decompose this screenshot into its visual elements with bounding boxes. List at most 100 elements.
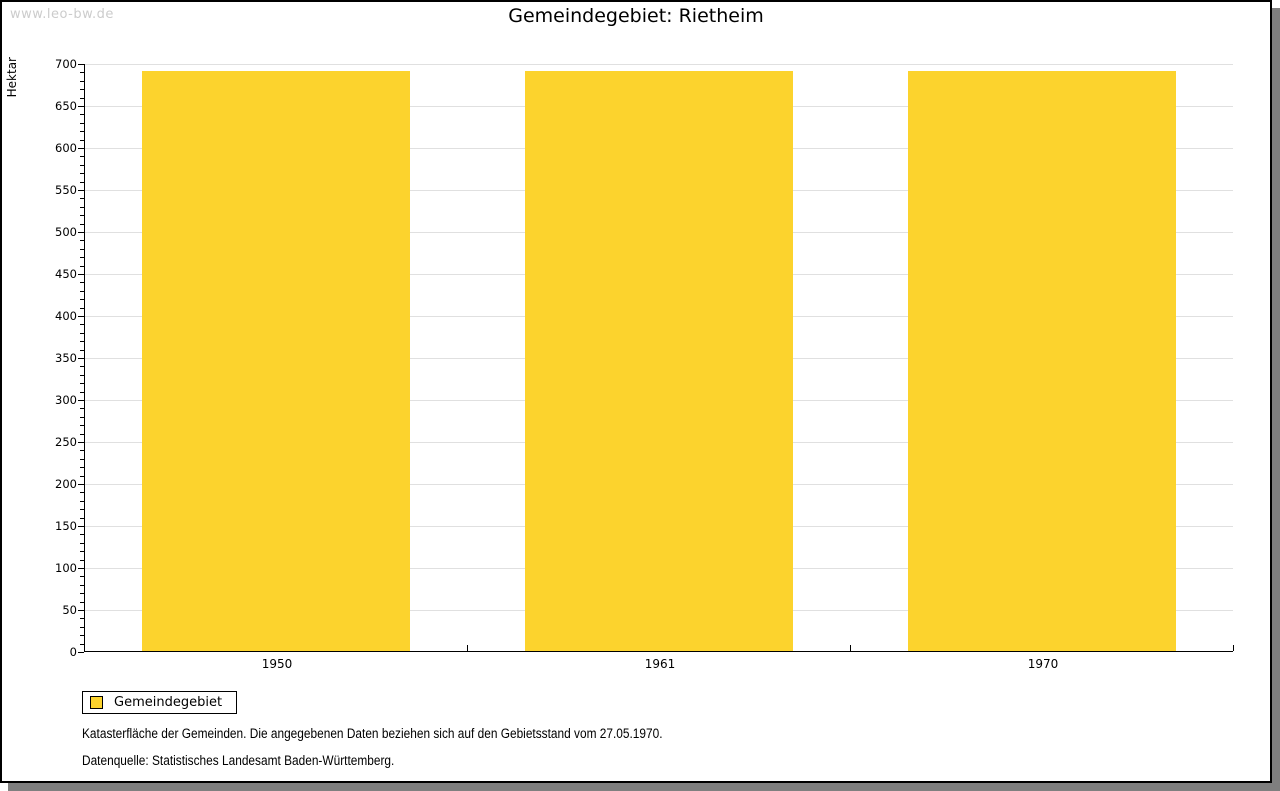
legend-label: Gemeindegebiet — [114, 695, 223, 710]
y-tick-label-0: 0 — [69, 645, 77, 659]
y-tick-label-550: 550 — [55, 183, 77, 197]
y-major-tick-0 — [78, 652, 84, 653]
y-major-tick-700 — [78, 64, 84, 65]
y-minor-tick-460 — [80, 266, 84, 267]
y-minor-tick-320 — [80, 383, 84, 384]
y-tick-label-600: 600 — [55, 141, 77, 155]
y-minor-tick-290 — [80, 408, 84, 409]
chart-title: Gemeindegebiet: Rietheim — [508, 5, 764, 27]
y-minor-tick-140 — [80, 534, 84, 535]
y-tick-label-350: 350 — [55, 351, 77, 365]
y-tick-label-700: 700 — [55, 57, 77, 71]
y-major-tick-500 — [78, 232, 84, 233]
y-minor-tick-690 — [80, 72, 84, 73]
y-minor-tick-160 — [80, 518, 84, 519]
y-major-tick-650 — [78, 106, 84, 107]
bar-1950 — [142, 71, 410, 651]
y-minor-tick-610 — [80, 140, 84, 141]
y-minor-tick-380 — [80, 333, 84, 334]
y-minor-tick-230 — [80, 459, 84, 460]
y-minor-tick-590 — [80, 156, 84, 157]
y-minor-tick-520 — [80, 215, 84, 216]
y-tick-label-150: 150 — [55, 519, 77, 533]
y-major-tick-450 — [78, 274, 84, 275]
y-axis-title: Hektar — [5, 57, 19, 98]
y-minor-tick-260 — [80, 434, 84, 435]
y-minor-tick-390 — [80, 324, 84, 325]
y-minor-tick-70 — [80, 593, 84, 594]
y-minor-tick-410 — [80, 308, 84, 309]
y-minor-tick-340 — [80, 366, 84, 367]
y-minor-tick-310 — [80, 392, 84, 393]
y-minor-tick-360 — [80, 350, 84, 351]
y-minor-tick-480 — [80, 249, 84, 250]
y-minor-tick-280 — [80, 417, 84, 418]
y-tick-label-500: 500 — [55, 225, 77, 239]
y-minor-tick-180 — [80, 501, 84, 502]
y-major-tick-50 — [78, 610, 84, 611]
y-minor-tick-660 — [80, 98, 84, 99]
y-tick-label-250: 250 — [55, 435, 77, 449]
y-minor-tick-670 — [80, 89, 84, 90]
y-major-tick-400 — [78, 316, 84, 317]
y-minor-tick-530 — [80, 207, 84, 208]
y-minor-tick-60 — [80, 602, 84, 603]
x-tick-label-1970: 1970 — [1027, 657, 1059, 671]
x-boundary-tick-3 — [1233, 645, 1234, 651]
y-minor-tick-490 — [80, 240, 84, 241]
y-major-tick-150 — [78, 526, 84, 527]
legend-box: Gemeindegebiet — [82, 691, 238, 714]
y-minor-tick-80 — [80, 585, 84, 586]
y-minor-tick-580 — [80, 165, 84, 166]
y-major-tick-250 — [78, 442, 84, 443]
watermark-text: www.leo-bw.de — [10, 7, 114, 22]
y-tick-label-450: 450 — [55, 267, 77, 281]
y-major-tick-100 — [78, 568, 84, 569]
y-minor-tick-20 — [80, 635, 84, 636]
y-minor-tick-420 — [80, 299, 84, 300]
x-boundary-tick-1 — [467, 645, 468, 651]
y-minor-tick-120 — [80, 551, 84, 552]
y-minor-tick-470 — [80, 257, 84, 258]
x-boundary-tick-2 — [850, 645, 851, 651]
y-tick-label-100: 100 — [55, 561, 77, 575]
x-tick-label-1961: 1961 — [644, 657, 676, 671]
y-major-tick-550 — [78, 190, 84, 191]
y-tick-label-200: 200 — [55, 477, 77, 491]
y-minor-tick-90 — [80, 576, 84, 577]
bar-1970 — [908, 71, 1176, 651]
footnote-source-note: Katasterfläche der Gemeinden. Die angege… — [82, 726, 663, 741]
y-minor-tick-560 — [80, 182, 84, 183]
y-minor-tick-30 — [80, 627, 84, 628]
y-minor-tick-270 — [80, 425, 84, 426]
y-minor-tick-110 — [80, 560, 84, 561]
y-major-tick-350 — [78, 358, 84, 359]
y-minor-tick-440 — [80, 282, 84, 283]
y-tick-label-650: 650 — [55, 99, 77, 113]
y-tick-label-300: 300 — [55, 393, 77, 407]
plot-area: 0 50 100 150 200 250 300 350 400 450 500 550 600 650 7… — [55, 57, 1234, 671]
y-minor-tick-680 — [80, 81, 84, 82]
x-tick-label-1950: 1950 — [261, 657, 293, 671]
y-major-tick-600 — [78, 148, 84, 149]
y-minor-tick-630 — [80, 123, 84, 124]
y-minor-tick-370 — [80, 341, 84, 342]
y-major-tick-300 — [78, 400, 84, 401]
gridline-700 — [85, 64, 1233, 65]
y-minor-tick-130 — [80, 543, 84, 544]
y-minor-tick-330 — [80, 375, 84, 376]
y-tick-label-50: 50 — [62, 603, 77, 617]
footnote-data-source: Datenquelle: Statistisches Landesamt Bad… — [82, 753, 395, 768]
y-minor-tick-10 — [80, 644, 84, 645]
y-minor-tick-510 — [80, 224, 84, 225]
y-tick-label-400: 400 — [55, 309, 77, 323]
y-minor-tick-430 — [80, 291, 84, 292]
y-minor-tick-170 — [80, 509, 84, 510]
y-minor-tick-210 — [80, 476, 84, 477]
legend-swatch-gemeindegebiet — [90, 696, 103, 709]
y-minor-tick-540 — [80, 198, 84, 199]
y-major-tick-200 — [78, 484, 84, 485]
y-minor-tick-190 — [80, 492, 84, 493]
y-minor-tick-40 — [80, 618, 84, 619]
